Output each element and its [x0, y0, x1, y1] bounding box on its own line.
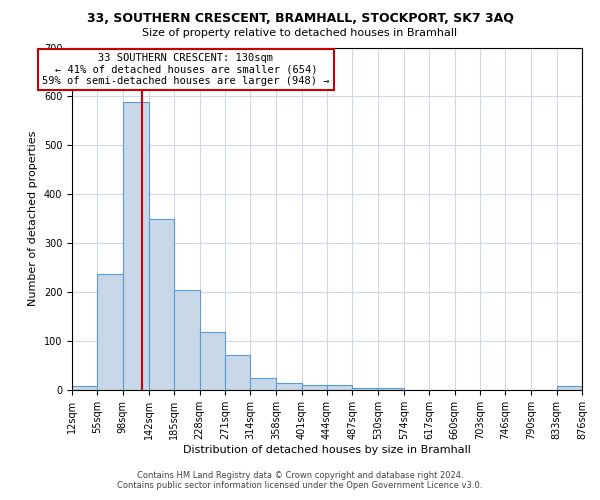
Text: Contains public sector information licensed under the Open Government Licence v3: Contains public sector information licen… — [118, 481, 482, 490]
Text: 33, SOUTHERN CRESCENT, BRAMHALL, STOCKPORT, SK7 3AQ: 33, SOUTHERN CRESCENT, BRAMHALL, STOCKPO… — [86, 12, 514, 26]
Bar — [199, 332, 225, 390]
Bar — [276, 382, 302, 390]
Bar — [174, 290, 199, 390]
Bar — [302, 385, 327, 390]
Bar — [557, 386, 582, 390]
Bar — [149, 219, 174, 390]
Text: Size of property relative to detached houses in Bramhall: Size of property relative to detached ho… — [142, 28, 458, 38]
Bar — [327, 385, 352, 390]
Bar — [97, 274, 123, 390]
X-axis label: Distribution of detached houses by size in Bramhall: Distribution of detached houses by size … — [183, 444, 471, 454]
Bar — [225, 355, 250, 390]
Bar — [352, 388, 378, 390]
Y-axis label: Number of detached properties: Number of detached properties — [28, 131, 38, 306]
Text: 33 SOUTHERN CRESCENT: 130sqm
← 41% of detached houses are smaller (654)
59% of s: 33 SOUTHERN CRESCENT: 130sqm ← 41% of de… — [42, 53, 329, 86]
Bar — [72, 386, 97, 390]
Bar — [378, 388, 404, 390]
Text: Contains HM Land Registry data © Crown copyright and database right 2024.: Contains HM Land Registry data © Crown c… — [137, 471, 463, 480]
Bar — [250, 378, 276, 390]
Bar — [123, 102, 149, 390]
